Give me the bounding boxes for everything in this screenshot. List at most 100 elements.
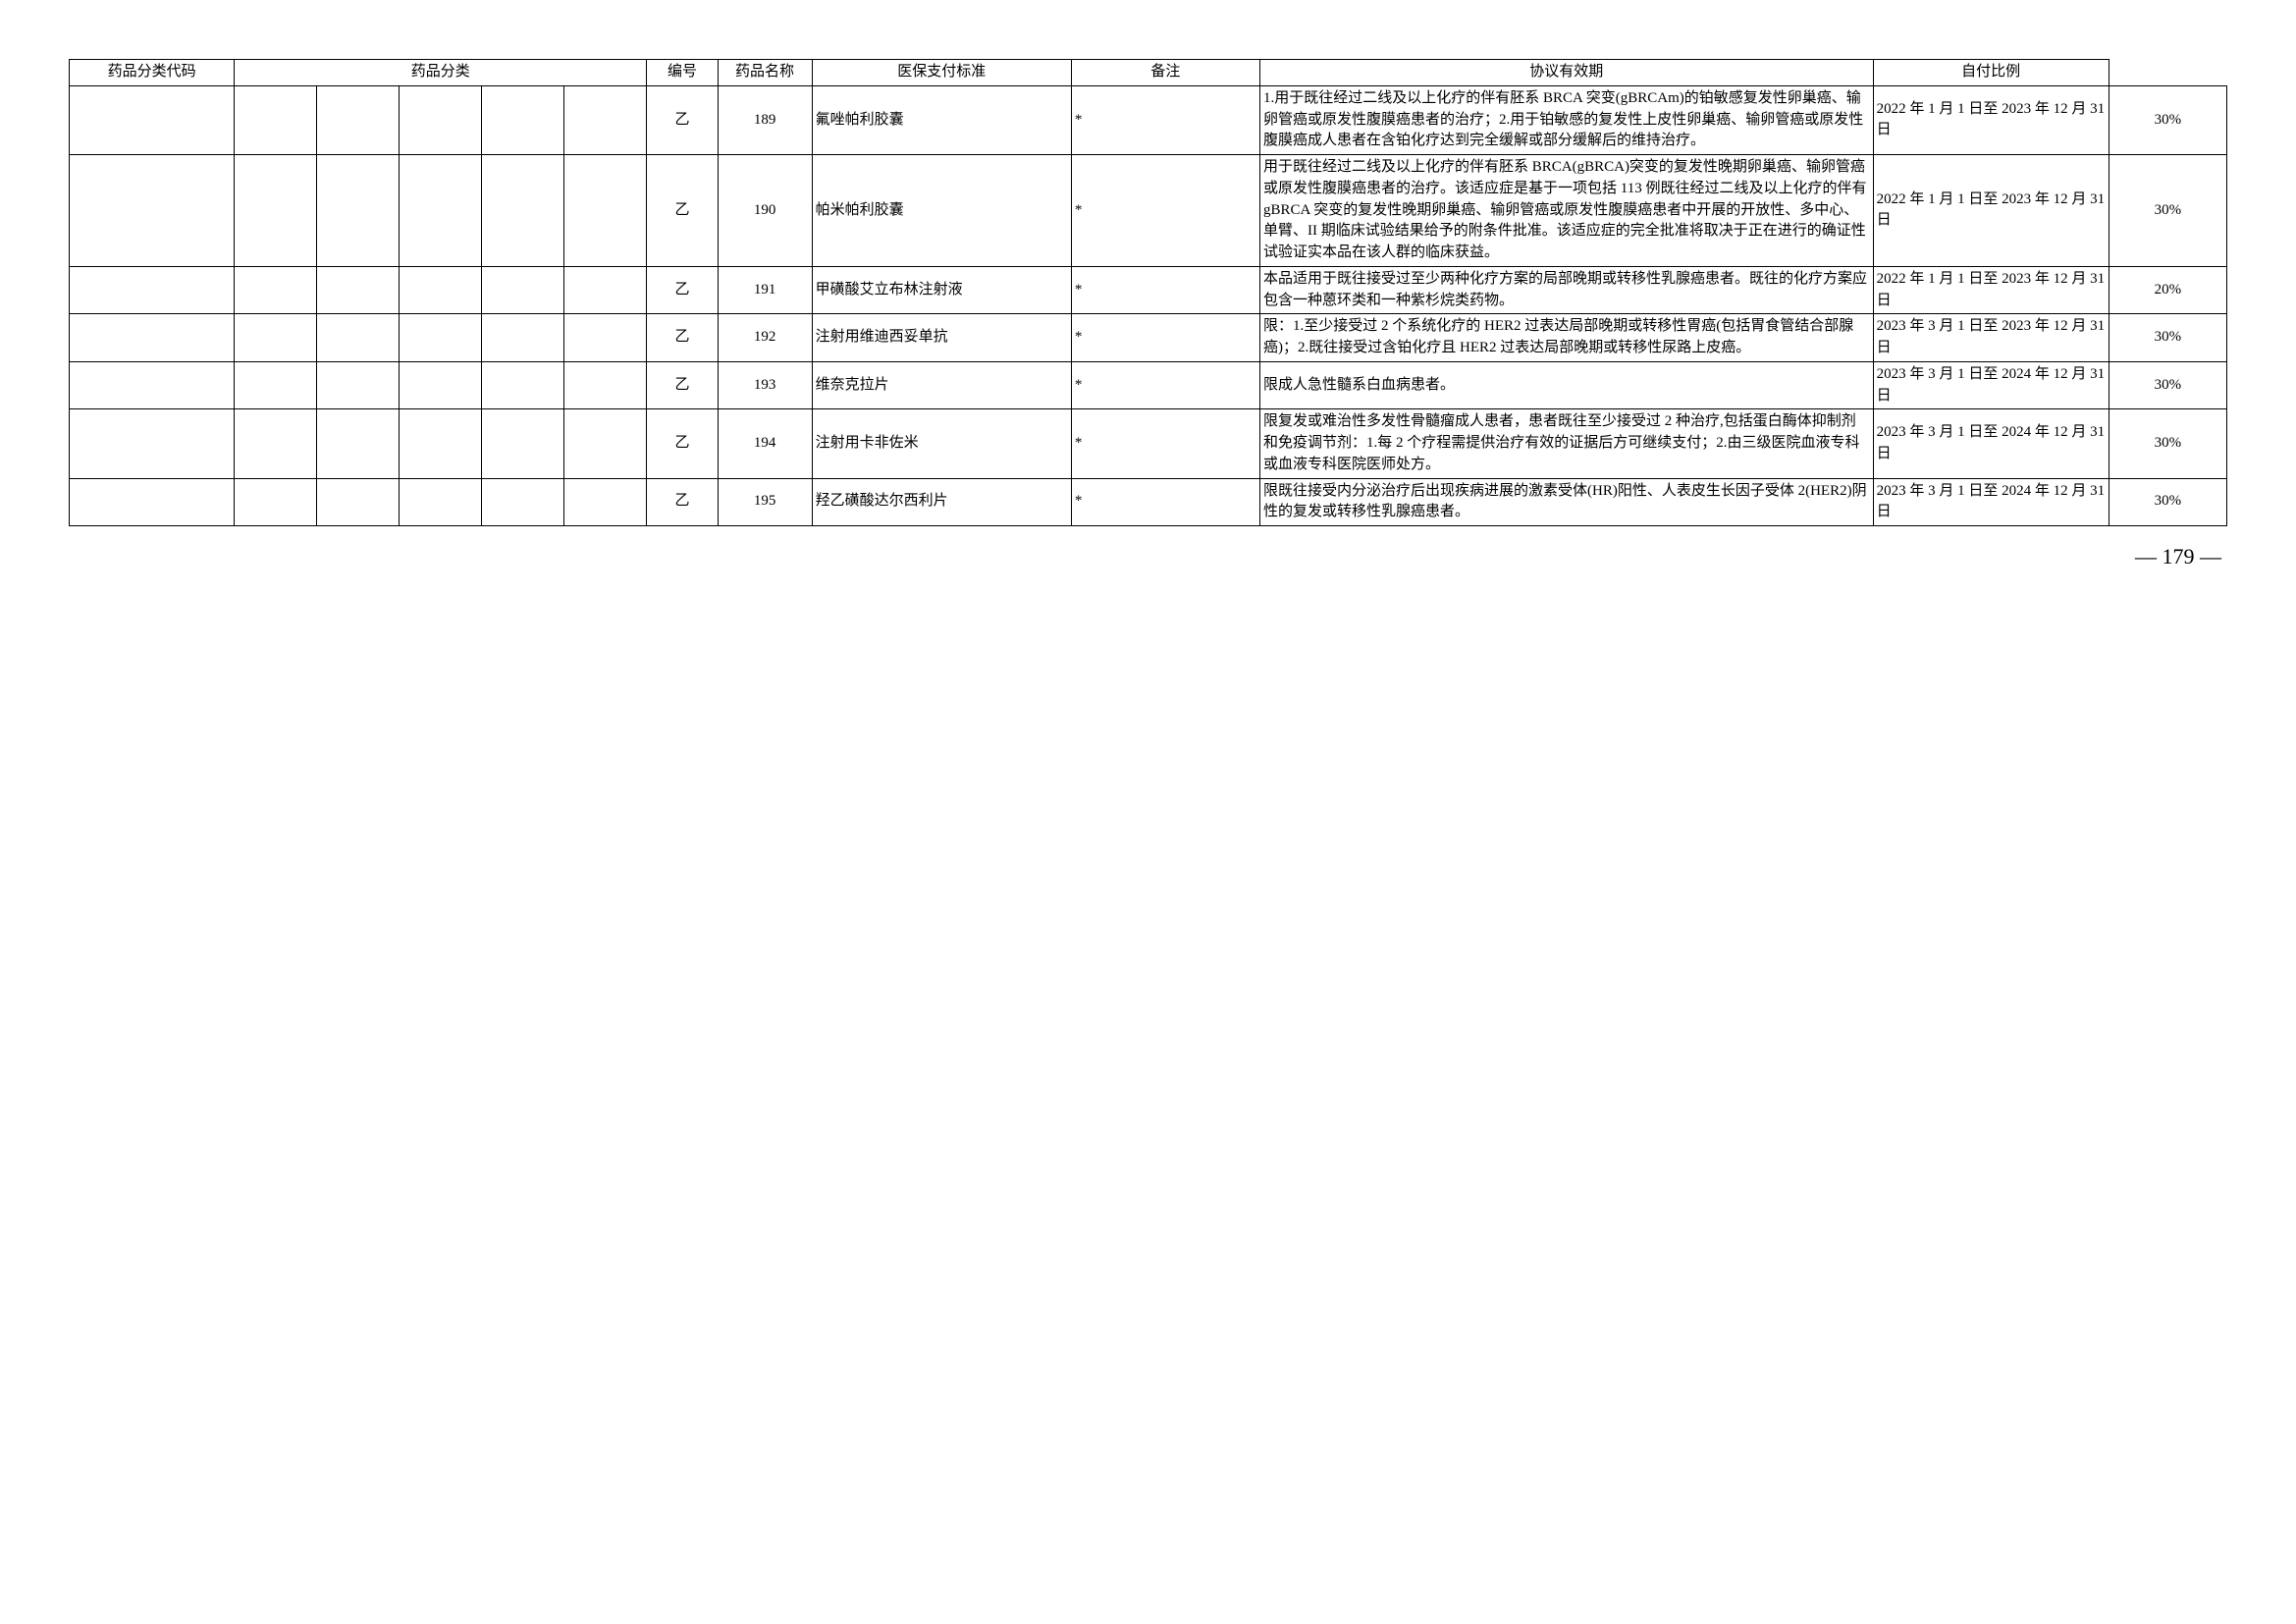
- cell-ratio: 30%: [2109, 478, 2226, 526]
- drug-table: 药品分类代码 药品分类 编号 药品名称 医保支付标准 备注 协议有效期 自付比例…: [69, 59, 2227, 526]
- cell-category-blank: [482, 478, 564, 526]
- cell-standard: *: [1071, 266, 1259, 314]
- cell-standard: *: [1071, 409, 1259, 478]
- cell-category-blank: [564, 85, 647, 154]
- cell-name: 羟乙磺酸达尔西利片: [812, 478, 1071, 526]
- cell-code: [70, 478, 235, 526]
- cell-ratio: 30%: [2109, 155, 2226, 267]
- cell-category-blank: [482, 155, 564, 267]
- cell-remark: 本品适用于既往接受过至少两种化疗方案的局部晚期或转移性乳腺癌患者。既往的化疗方案…: [1260, 266, 1874, 314]
- cell-category-blank: [317, 314, 400, 362]
- cell-code: [70, 85, 235, 154]
- cell-remark: 用于既往经过二线及以上化疗的伴有胚系 BRCA(gBRCA)突变的复发性晚期卵巢…: [1260, 155, 1874, 267]
- cell-category-blank: [564, 361, 647, 409]
- cell-class: 乙: [647, 478, 718, 526]
- cell-category-blank: [235, 409, 317, 478]
- cell-num: 190: [718, 155, 812, 267]
- cell-category-blank: [317, 409, 400, 478]
- cell-validity: 2022 年 1 月 1 日至 2023 年 12 月 31 日: [1873, 85, 2109, 154]
- cell-code: [70, 314, 235, 362]
- cell-category-blank: [400, 85, 482, 154]
- cell-validity: 2023 年 3 月 1 日至 2023 年 12 月 31 日: [1873, 314, 2109, 362]
- cell-category-blank: [235, 85, 317, 154]
- cell-category-blank: [482, 85, 564, 154]
- page-number: — 179 —: [69, 544, 2227, 569]
- cell-category-blank: [482, 409, 564, 478]
- cell-category-blank: [400, 409, 482, 478]
- cell-standard: *: [1071, 478, 1259, 526]
- cell-name: 注射用维迪西妥单抗: [812, 314, 1071, 362]
- cell-ratio: 20%: [2109, 266, 2226, 314]
- cell-standard: *: [1071, 361, 1259, 409]
- cell-code: [70, 155, 235, 267]
- cell-category-blank: [564, 478, 647, 526]
- header-name: 药品名称: [718, 60, 812, 86]
- cell-category-blank: [400, 361, 482, 409]
- cell-category-blank: [564, 409, 647, 478]
- cell-validity: 2022 年 1 月 1 日至 2023 年 12 月 31 日: [1873, 155, 2109, 267]
- cell-category-blank: [235, 266, 317, 314]
- table-row: 乙192注射用维迪西妥单抗*限：1.至少接受过 2 个系统化疗的 HER2 过表…: [70, 314, 2227, 362]
- cell-name: 注射用卡非佐米: [812, 409, 1071, 478]
- header-num: 编号: [647, 60, 718, 86]
- table-row: 乙194注射用卡非佐米*限复发或难治性多发性骨髓瘤成人患者，患者既往至少接受过 …: [70, 409, 2227, 478]
- table-row: 乙189氟唑帕利胶囊*1.用于既往经过二线及以上化疗的伴有胚系 BRCA 突变(…: [70, 85, 2227, 154]
- cell-class: 乙: [647, 85, 718, 154]
- cell-ratio: 30%: [2109, 314, 2226, 362]
- cell-validity: 2023 年 3 月 1 日至 2024 年 12 月 31 日: [1873, 361, 2109, 409]
- cell-class: 乙: [647, 155, 718, 267]
- cell-ratio: 30%: [2109, 85, 2226, 154]
- cell-num: 195: [718, 478, 812, 526]
- cell-num: 192: [718, 314, 812, 362]
- cell-validity: 2022 年 1 月 1 日至 2023 年 12 月 31 日: [1873, 266, 2109, 314]
- cell-category-blank: [235, 314, 317, 362]
- cell-remark: 限：1.至少接受过 2 个系统化疗的 HER2 过表达局部晚期或转移性胃癌(包括…: [1260, 314, 1874, 362]
- cell-class: 乙: [647, 314, 718, 362]
- cell-category-blank: [317, 266, 400, 314]
- table-row: 乙195羟乙磺酸达尔西利片*限既往接受内分泌治疗后出现疾病进展的激素受体(HR)…: [70, 478, 2227, 526]
- cell-category-blank: [235, 478, 317, 526]
- header-category: 药品分类: [235, 60, 647, 86]
- table-row: 乙190帕米帕利胶囊*用于既往经过二线及以上化疗的伴有胚系 BRCA(gBRCA…: [70, 155, 2227, 267]
- cell-category-blank: [317, 361, 400, 409]
- cell-category-blank: [400, 314, 482, 362]
- cell-category-blank: [482, 361, 564, 409]
- cell-category-blank: [317, 85, 400, 154]
- cell-category-blank: [317, 478, 400, 526]
- cell-remark: 1.用于既往经过二线及以上化疗的伴有胚系 BRCA 突变(gBRCAm)的铂敏感…: [1260, 85, 1874, 154]
- header-code: 药品分类代码: [70, 60, 235, 86]
- cell-name: 甲磺酸艾立布林注射液: [812, 266, 1071, 314]
- cell-remark: 限复发或难治性多发性骨髓瘤成人患者，患者既往至少接受过 2 种治疗,包括蛋白酶体…: [1260, 409, 1874, 478]
- cell-validity: 2023 年 3 月 1 日至 2024 年 12 月 31 日: [1873, 409, 2109, 478]
- cell-name: 氟唑帕利胶囊: [812, 85, 1071, 154]
- cell-remark: 限既往接受内分泌治疗后出现疾病进展的激素受体(HR)阳性、人表皮生长因子受体 2…: [1260, 478, 1874, 526]
- cell-category-blank: [482, 266, 564, 314]
- cell-ratio: 30%: [2109, 409, 2226, 478]
- header-validity: 协议有效期: [1260, 60, 1874, 86]
- table-row: 乙191甲磺酸艾立布林注射液*本品适用于既往接受过至少两种化疗方案的局部晚期或转…: [70, 266, 2227, 314]
- cell-category-blank: [400, 155, 482, 267]
- cell-num: 191: [718, 266, 812, 314]
- cell-code: [70, 361, 235, 409]
- cell-standard: *: [1071, 314, 1259, 362]
- cell-class: 乙: [647, 361, 718, 409]
- table-row: 乙193维奈克拉片*限成人急性髓系白血病患者。2023 年 3 月 1 日至 2…: [70, 361, 2227, 409]
- table-body: 乙189氟唑帕利胶囊*1.用于既往经过二线及以上化疗的伴有胚系 BRCA 突变(…: [70, 85, 2227, 525]
- cell-remark: 限成人急性髓系白血病患者。: [1260, 361, 1874, 409]
- cell-class: 乙: [647, 266, 718, 314]
- cell-category-blank: [482, 314, 564, 362]
- cell-class: 乙: [647, 409, 718, 478]
- cell-name: 维奈克拉片: [812, 361, 1071, 409]
- cell-category-blank: [564, 266, 647, 314]
- cell-category-blank: [317, 155, 400, 267]
- cell-category-blank: [400, 478, 482, 526]
- header-remark: 备注: [1071, 60, 1259, 86]
- cell-num: 189: [718, 85, 812, 154]
- cell-validity: 2023 年 3 月 1 日至 2024 年 12 月 31 日: [1873, 478, 2109, 526]
- cell-standard: *: [1071, 85, 1259, 154]
- header-ratio: 自付比例: [1873, 60, 2109, 86]
- cell-category-blank: [564, 314, 647, 362]
- cell-ratio: 30%: [2109, 361, 2226, 409]
- cell-num: 194: [718, 409, 812, 478]
- cell-category-blank: [235, 361, 317, 409]
